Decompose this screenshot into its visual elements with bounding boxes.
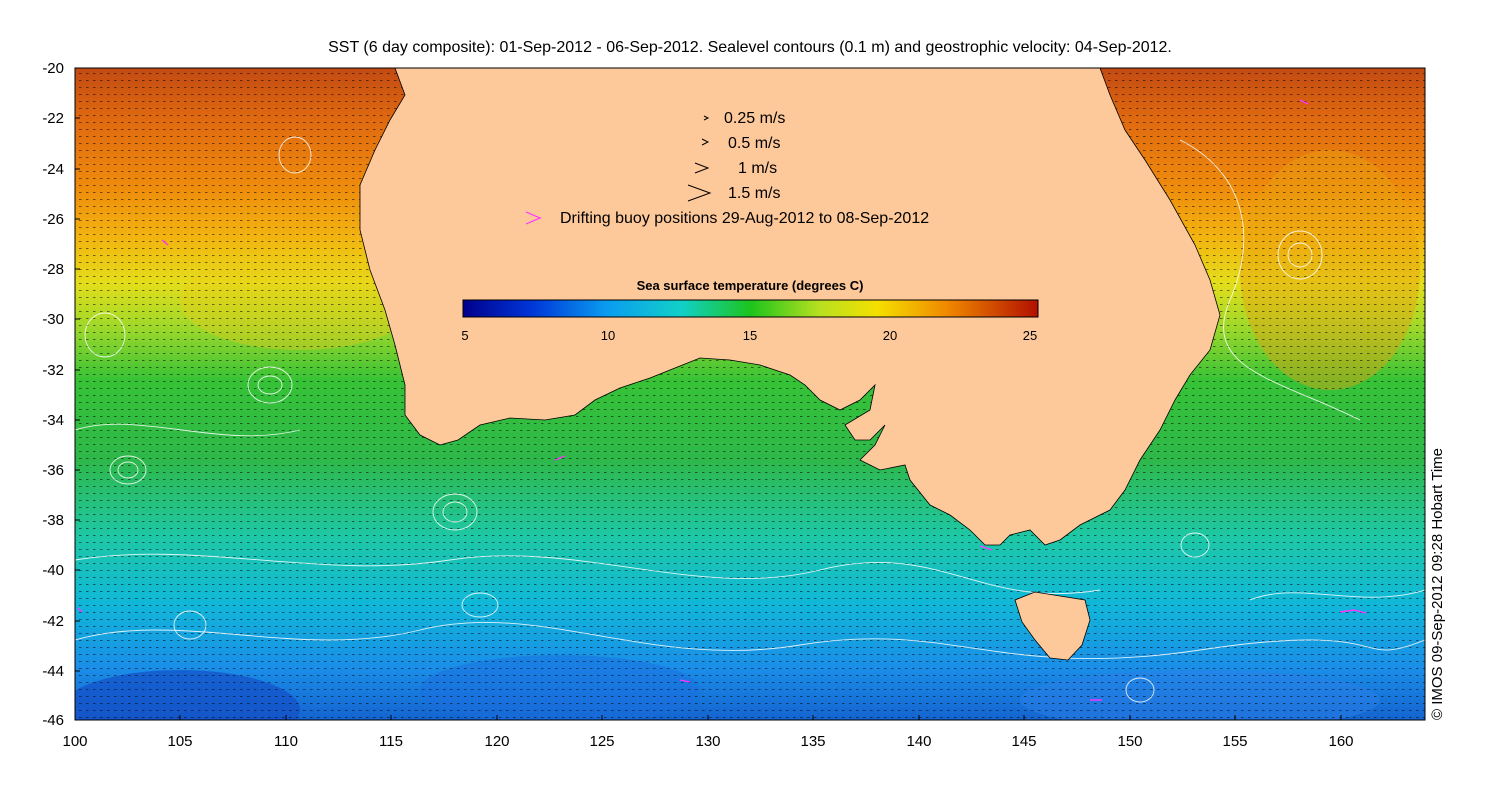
x-tick: 115 (379, 715, 403, 750)
x-tick: 155 (1222, 715, 1248, 750)
y-tick-label: -20 (42, 60, 64, 77)
y-tick-label: -22 (42, 110, 64, 127)
x-tick: 135 (800, 715, 826, 750)
legend-item-1: 1 m/s (694, 160, 777, 177)
buoy-arrow-icon (525, 211, 542, 225)
colorbar-tick-label: 25 (1023, 328, 1037, 343)
legend-item-15: 1.5 m/s (687, 184, 780, 202)
y-tick-label: -42 (42, 613, 64, 630)
x-tick-label: 105 (167, 733, 192, 750)
x-tick: 130 (695, 715, 721, 750)
x-tick: 145 (1011, 715, 1037, 750)
y-tick: -34 (42, 412, 80, 429)
arrow-icon (687, 184, 712, 202)
colorbar-tick-label: 10 (601, 328, 615, 343)
x-tick-label: 130 (695, 733, 720, 750)
y-tick: -32 (42, 362, 80, 379)
x-tick: 110 (274, 715, 298, 750)
x-tick: 150 (1117, 715, 1143, 750)
legend-label: 1 m/s (738, 160, 777, 177)
colorbar-ticks: 5 10 15 20 25 (461, 328, 1037, 343)
tasmania-landmass (1014, 591, 1091, 661)
x-tick-label: 150 (1117, 733, 1142, 750)
copyright-label: © IMOS 09-Sep-2012 09:28 Hobart Time (1429, 448, 1446, 720)
y-tick: -30 (42, 311, 80, 328)
y-tick: -44 (42, 663, 80, 680)
y-tick: -22 (42, 110, 80, 127)
x-axis: 100 105 110 115 120 125 130 135 140 145 … (62, 715, 1354, 750)
y-tick-label: -28 (42, 261, 64, 278)
colorbar-tick-label: 20 (883, 328, 897, 343)
y-tick: -36 (42, 462, 80, 479)
y-tick-label: -36 (42, 462, 64, 479)
x-tick-label: 100 (62, 733, 87, 750)
legend-item-buoy: Drifting buoy positions 29-Aug-2012 to 0… (525, 210, 929, 227)
arrow-icon (703, 115, 710, 121)
y-tick-label: -38 (42, 512, 64, 529)
y-tick: -42 (42, 613, 80, 630)
legend-label: 0.25 m/s (724, 110, 785, 127)
arrow-icon (694, 162, 710, 174)
legend-label: 1.5 m/s (728, 185, 780, 202)
y-tick: -40 (42, 562, 80, 579)
sealevel-contours (75, 136, 1425, 703)
y-tick-label: -34 (42, 412, 64, 429)
colorbar-tick-label: 5 (461, 328, 468, 343)
y-tick: -28 (42, 261, 80, 278)
colorbar-tick-label: 15 (743, 328, 757, 343)
x-tick-label: 155 (1222, 733, 1247, 750)
y-tick-label: -24 (42, 161, 64, 178)
plot-frame (74, 67, 1426, 721)
x-tick-label: 125 (589, 733, 614, 750)
x-tick: 140 (906, 715, 932, 750)
x-tick-label: 140 (906, 733, 931, 750)
y-tick: -46 (42, 712, 80, 729)
y-tick: -38 (42, 512, 80, 529)
x-tick: 125 (589, 715, 615, 750)
arrow-icon (701, 138, 710, 146)
x-tick-label: 145 (1011, 733, 1036, 750)
buoy-tracks (77, 99, 1367, 701)
colorbar: Sea surface temperature (degrees C) 5 10… (461, 278, 1039, 343)
y-tick-label: -40 (42, 562, 64, 579)
colorbar-gradient (462, 299, 1039, 318)
map-area (75, 68, 1425, 720)
x-tick: 100 (62, 715, 88, 750)
y-tick: -20 (42, 60, 80, 77)
x-tick-label: 115 (379, 733, 403, 750)
x-tick-label: 135 (800, 733, 825, 750)
figure-title: SST (6 day composite): 01-Sep-2012 - 06-… (328, 39, 1172, 56)
legend-item-025: 0.25 m/s (703, 110, 785, 127)
x-tick: 105 (167, 715, 193, 750)
y-tick-label: -30 (42, 311, 64, 328)
y-tick: -26 (42, 211, 80, 228)
colorbar-title: Sea surface temperature (degrees C) (637, 278, 864, 293)
x-tick: 120 (484, 715, 510, 750)
x-tick-label: 120 (484, 733, 509, 750)
y-tick: -24 (42, 161, 80, 178)
x-tick-label: 110 (274, 733, 298, 750)
y-tick-label: -46 (42, 712, 64, 729)
y-tick-label: -26 (42, 211, 64, 228)
x-tick: 160 (1328, 715, 1354, 750)
y-axis: -20 -22 -24 -26 -28 -30 -32 -34 -36 -38 … (42, 60, 80, 729)
x-tick-label: 160 (1328, 733, 1353, 750)
y-tick-label: -32 (42, 362, 64, 379)
legend-label: 0.5 m/s (728, 135, 780, 152)
y-tick-label: -44 (42, 663, 64, 680)
velocity-legend: 0.25 m/s 0.5 m/s 1 m/s 1.5 m/s Drifting … (525, 110, 929, 227)
legend-item-05: 0.5 m/s (701, 135, 780, 152)
legend-buoy-label: Drifting buoy positions 29-Aug-2012 to 0… (560, 210, 929, 227)
